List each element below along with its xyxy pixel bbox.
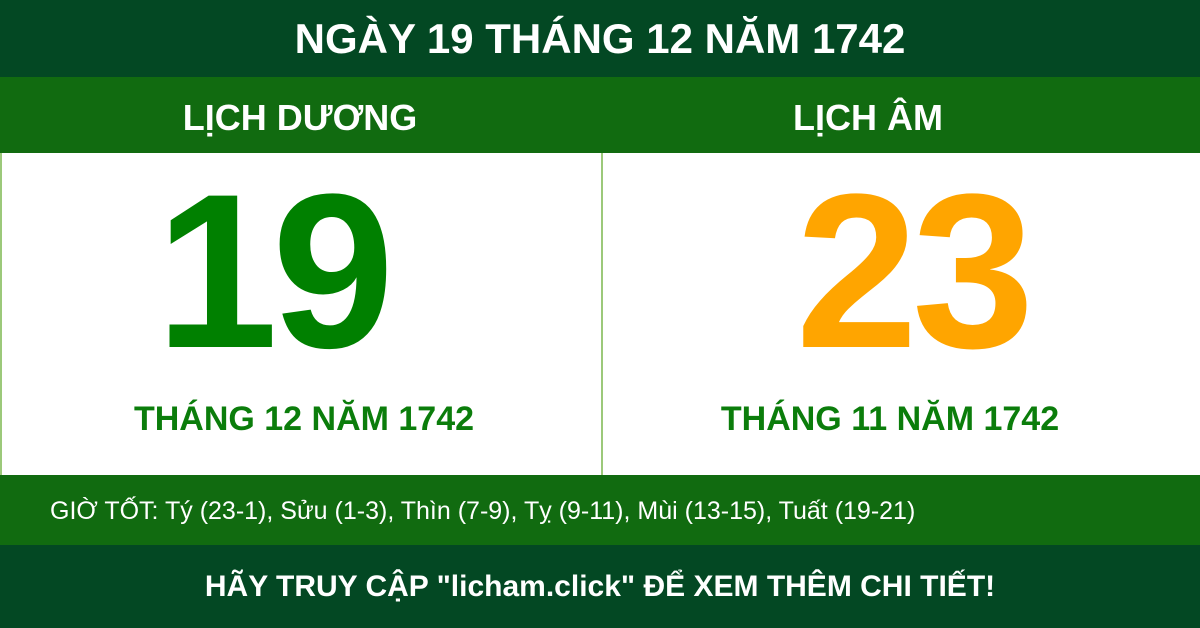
divider <box>601 153 603 475</box>
solar-calendar-label: LỊCH DƯƠNG <box>182 97 418 138</box>
solar-day: 19 <box>155 148 395 394</box>
footer-cta: HÃY TRUY CẬP "licham.click" ĐỂ XEM THÊM … <box>0 545 1200 628</box>
page-title: NGÀY 19 THÁNG 12 NĂM 1742 <box>0 0 1200 77</box>
good-hours: GIỜ TỐT: Tý (23-1), Sửu (1-3), Thìn (7-9… <box>0 475 1200 545</box>
solar-month-year: THÁNG 12 NĂM 1742 <box>133 400 475 438</box>
calendar-headers: LỊCH DƯƠNG LỊCH ÂM <box>0 77 1200 153</box>
lunar-day: 23 <box>795 148 1035 394</box>
lunar-month-year: THÁNG 11 NĂM 1742 <box>720 400 1060 438</box>
lunar-calendar-label: LỊCH ÂM <box>793 97 943 138</box>
calendar-body: 19 THÁNG 12 NĂM 1742 23 THÁNG 11 NĂM 174… <box>0 153 1200 475</box>
